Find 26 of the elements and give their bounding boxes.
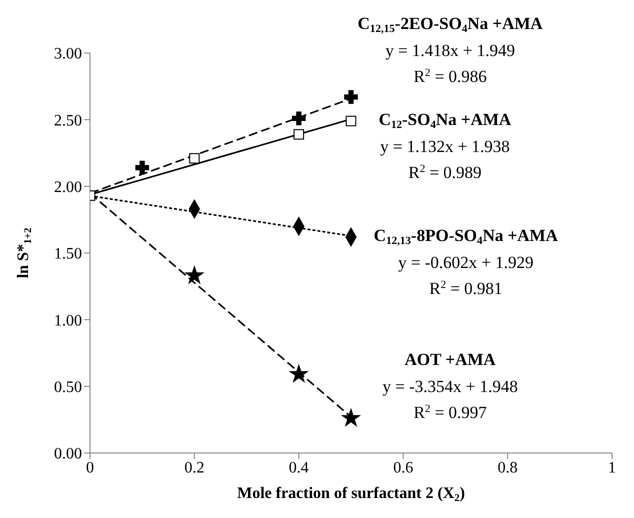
y-tick-label: 1.00 <box>54 312 82 330</box>
x-tick-label: 0.2 <box>184 459 204 476</box>
annotation: y = -0.602x + 1.929 <box>398 253 534 272</box>
annotation: R$^{2}$ = 0.986 <box>414 66 487 86</box>
annotation: y = 1.132x + 1.938 <box>380 137 510 156</box>
y-tick-label: 0.00 <box>54 446 82 463</box>
x-tick-label: 0.6 <box>393 459 414 476</box>
y-tick-label: 3.00 <box>54 46 82 63</box>
y-tick-label: 2.50 <box>54 112 82 130</box>
annotation: R$^{2}$ = 0.997 <box>414 402 488 422</box>
x-tick-label: 0.8 <box>498 459 518 476</box>
annotation: AOT +AMA <box>404 350 496 369</box>
y-tick-label: 0.50 <box>54 379 82 396</box>
x-tick-label: 0 <box>86 459 94 476</box>
x-axis-title: Mole fraction of surfactant 2 (X$_{2}$) <box>237 485 465 504</box>
y-tick-label: 1.50 <box>54 246 82 263</box>
annotation: R$^{2}$ = 0.989 <box>408 162 482 182</box>
annotation: y = 1.418x + 1.949 <box>385 41 516 60</box>
x-tick-label: 1 <box>608 459 616 476</box>
annotation: C$_{12,13}$-8PO-SO$_{4}$Na +AMA <box>374 226 559 247</box>
x-tick-label: 0.4 <box>288 459 309 476</box>
text: C$_{12,15}$-2EO-SO$_{4}$Na +AMA <box>358 14 544 35</box>
y-tick-label: 2.00 <box>54 179 82 196</box>
annotation: R$^{2}$ = 0.981 <box>429 278 502 298</box>
annotation: y = -3.354x + 1.948 <box>382 377 518 396</box>
annotation: C$_{12}$-SO$_{4}$Na +AMA <box>378 110 512 131</box>
